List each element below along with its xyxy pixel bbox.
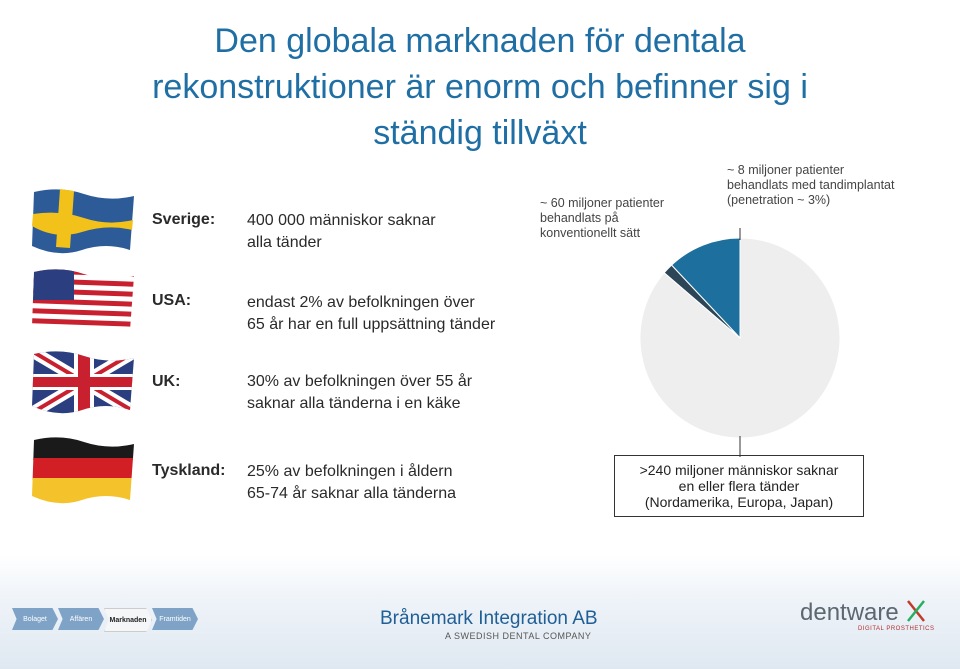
title-line-2: rekonstruktioner är enorm och befinner s… xyxy=(152,68,808,106)
desc-line: 30% av befolkningen över 55 år xyxy=(247,373,473,390)
country-name-uk: UK: xyxy=(152,373,181,390)
desc-line: saknar alla tänderna i en käke xyxy=(247,395,461,412)
dentware-x-icon xyxy=(907,600,926,622)
country-name-usa: USA: xyxy=(152,292,192,309)
country-desc-usa: endast 2% av befolkningen över 65 år har… xyxy=(247,292,495,336)
note-line: en eller flera tänder xyxy=(678,478,800,494)
usa-flag-icon xyxy=(32,269,134,334)
nav-tab-bolaget[interactable]: Bolaget xyxy=(12,608,58,630)
label-line: behandlats med tandimplantat xyxy=(727,178,895,192)
pie-label-implant: ~ 8 miljoner patienter behandlats med ta… xyxy=(727,163,894,208)
company-tagline: A SWEDISH DENTAL COMPANY xyxy=(445,631,592,641)
pie-slice-untreated xyxy=(639,237,841,439)
label-line: konventionellt sätt xyxy=(540,226,641,240)
desc-line: 400 000 människor saknar xyxy=(247,212,436,229)
label-line: ~ 60 miljoner patienter xyxy=(540,196,665,210)
desc-line: endast 2% av befolkningen över xyxy=(247,294,475,311)
section-nav: Bolaget Affären Marknaden Framtiden xyxy=(12,608,198,632)
title-line-3: ständig tillväxt xyxy=(373,114,587,152)
dentware-logo: dentware xyxy=(800,598,927,627)
country-desc-uk: 30% av befolkningen över 55 år saknar al… xyxy=(247,371,472,415)
label-line: behandlats på xyxy=(540,211,619,225)
country-desc-germany: 25% av befolkningen i åldern 65-74 år sa… xyxy=(247,461,456,505)
label-line: ~ 8 miljoner patienter xyxy=(727,163,845,177)
note-line: >240 miljoner människor saknar xyxy=(639,462,839,478)
company-logo-text: Brånemark Integration AB xyxy=(380,608,598,629)
title-line-1: Den globala marknaden för dentala xyxy=(214,22,746,60)
note-line: (Nordamerika, Europa, Japan) xyxy=(644,494,834,510)
pie-slice-conventional xyxy=(670,237,741,340)
germany-flag-icon xyxy=(32,437,134,504)
uk-flag-icon xyxy=(32,351,134,414)
country-name-germany: Tyskland: xyxy=(152,462,226,479)
desc-line: 65-74 år saknar alla tänderna xyxy=(247,485,457,502)
sweden-flag-icon xyxy=(32,189,134,254)
desc-line: 65 år har en full uppsättning tänder xyxy=(247,316,496,333)
nav-tab-marknaden[interactable]: Marknaden xyxy=(104,608,152,632)
pie-label-conventional: ~ 60 miljoner patienter behandlats på ko… xyxy=(540,196,664,241)
country-name-sweden: Sverige: xyxy=(152,211,216,228)
desc-line: 25% av befolkningen i åldern xyxy=(247,463,453,480)
label-line: (penetration ~ 3%) xyxy=(727,193,831,207)
dentware-logo-text: dentware xyxy=(800,599,899,626)
page-title: Den globala marknaden för dentala rekons… xyxy=(60,18,900,156)
desc-line: alla tänder xyxy=(247,234,322,251)
nav-tab-framtiden[interactable]: Framtiden xyxy=(152,608,198,630)
country-desc-sweden: 400 000 människor saknar alla tänder xyxy=(247,210,436,254)
market-pie-chart xyxy=(639,228,841,457)
dentware-tagline: DIGITAL PROSTHETICS xyxy=(858,626,935,632)
nav-tab-affaren[interactable]: Affären xyxy=(58,608,104,630)
missing-teeth-note-box: >240 miljoner människor saknar en eller … xyxy=(614,455,864,517)
